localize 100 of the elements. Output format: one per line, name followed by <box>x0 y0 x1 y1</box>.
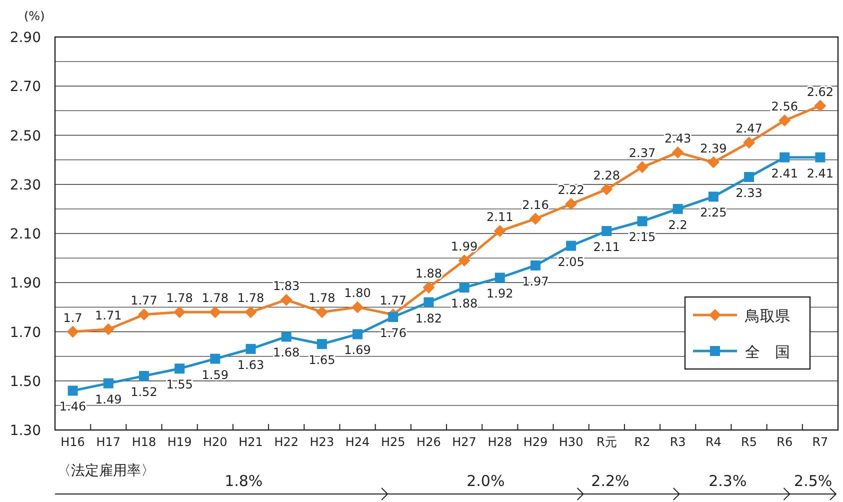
x-tick-label: H28 <box>488 435 512 449</box>
point <box>744 172 754 182</box>
point <box>103 378 114 388</box>
point <box>209 306 222 318</box>
point <box>565 198 578 210</box>
y-tick-label: 1.30 <box>10 423 41 439</box>
data-label: 2.16 <box>522 198 549 212</box>
x-tick-label: R6 <box>776 435 793 449</box>
point <box>424 297 434 308</box>
x-tick-label: R4 <box>705 435 722 449</box>
data-label: 1.49 <box>95 392 122 406</box>
point <box>780 152 790 162</box>
text: 2.2% <box>591 472 630 490</box>
point <box>530 260 540 270</box>
x-tick-label: H23 <box>310 435 334 449</box>
x-tick-label: H18 <box>132 435 156 449</box>
point <box>707 156 720 168</box>
legend-label: 全 国 <box>745 343 790 361</box>
legend-label: 鳥取県 <box>744 307 790 325</box>
x-tick-label: H20 <box>203 435 228 449</box>
point <box>814 100 826 112</box>
y-tick-label: 1.90 <box>10 276 41 292</box>
data-label: 1.78 <box>308 291 336 306</box>
y-tick-label: 2.10 <box>10 226 41 242</box>
data-label: 2.11 <box>486 210 514 224</box>
data-label: 1.63 <box>237 358 264 372</box>
x-tick-label: H22 <box>274 435 298 449</box>
x-tick-label: R3 <box>670 435 686 449</box>
data-label: 1.78 <box>166 291 193 306</box>
data-label: 1.99 <box>450 240 478 254</box>
x-tick-label: H17 <box>96 435 121 449</box>
point <box>672 204 683 214</box>
y-tick-label: 2.90 <box>10 30 41 46</box>
y-tick-label: 2.50 <box>10 128 41 144</box>
x-tick-label: H29 <box>523 435 548 449</box>
data-label: 1.80 <box>344 286 371 300</box>
y-tick-label: 2.70 <box>10 79 41 96</box>
data-label: 2.43 <box>664 131 692 146</box>
x-tick-label: H30 <box>558 435 584 449</box>
point <box>778 114 791 127</box>
data-label: 1.92 <box>486 286 514 301</box>
y-tick-label: 2.30 <box>10 177 41 194</box>
x-tick-label: H16 <box>60 435 85 449</box>
point <box>316 306 328 318</box>
x-tick-label: R2 <box>634 435 650 449</box>
data-label: 1.55 <box>166 378 193 392</box>
x-tick-label: H27 <box>452 435 476 449</box>
point <box>708 192 718 202</box>
x-tick-label: R元 <box>596 435 617 449</box>
data-label: 1.77 <box>380 294 406 308</box>
point <box>636 161 648 174</box>
point <box>210 354 220 364</box>
y-tick-label: 1.70 <box>10 324 41 341</box>
data-label: 1.65 <box>308 353 336 368</box>
data-label: 2.22 <box>558 183 584 198</box>
data-label: 2.56 <box>771 100 798 114</box>
point <box>494 272 505 283</box>
data-label: 2.41 <box>771 166 798 180</box>
point <box>174 306 186 318</box>
data-label: 1.52 <box>130 384 158 399</box>
x-tick-label: R7 <box>812 435 828 449</box>
data-label: 1.88 <box>450 296 478 311</box>
point <box>244 306 257 318</box>
point <box>352 329 363 340</box>
data-label: 1.71 <box>95 308 122 322</box>
data-label: 2.25 <box>700 206 727 220</box>
data-label: 1.82 <box>415 311 442 326</box>
point <box>138 308 150 321</box>
x-tick-label: H26 <box>416 435 441 449</box>
data-label: 2.28 <box>593 168 620 182</box>
y-axis-title: (%) <box>24 9 45 23</box>
data-label: 2.33 <box>736 186 762 200</box>
point <box>246 344 256 354</box>
point <box>459 282 470 293</box>
point <box>66 326 79 338</box>
data-label: 2.37 <box>628 146 656 160</box>
point <box>672 146 684 158</box>
point <box>174 364 185 374</box>
point <box>316 339 327 350</box>
x-tick-label: H24 <box>345 435 370 449</box>
point <box>102 323 114 336</box>
point <box>458 254 470 267</box>
data-label: 1.68 <box>272 346 300 360</box>
text: 2.5% <box>794 472 832 490</box>
data-label: 2.15 <box>628 230 656 244</box>
data-label: 2.11 <box>593 240 620 254</box>
data-label: 1.69 <box>344 343 371 358</box>
point <box>566 240 576 251</box>
point <box>68 386 78 396</box>
point <box>422 282 435 294</box>
data-label: 1.88 <box>415 266 442 281</box>
x-tick-label: H19 <box>167 435 192 449</box>
point <box>388 312 398 322</box>
data-label: 2.2 <box>668 218 688 232</box>
text: 2.0% <box>466 472 505 490</box>
point <box>637 216 648 226</box>
y-tick-label: 1.50 <box>10 374 41 390</box>
data-label: 2.41 <box>806 166 834 180</box>
text: 〈法定雇用率〉 <box>57 463 155 479</box>
data-label: 2.05 <box>558 254 584 269</box>
